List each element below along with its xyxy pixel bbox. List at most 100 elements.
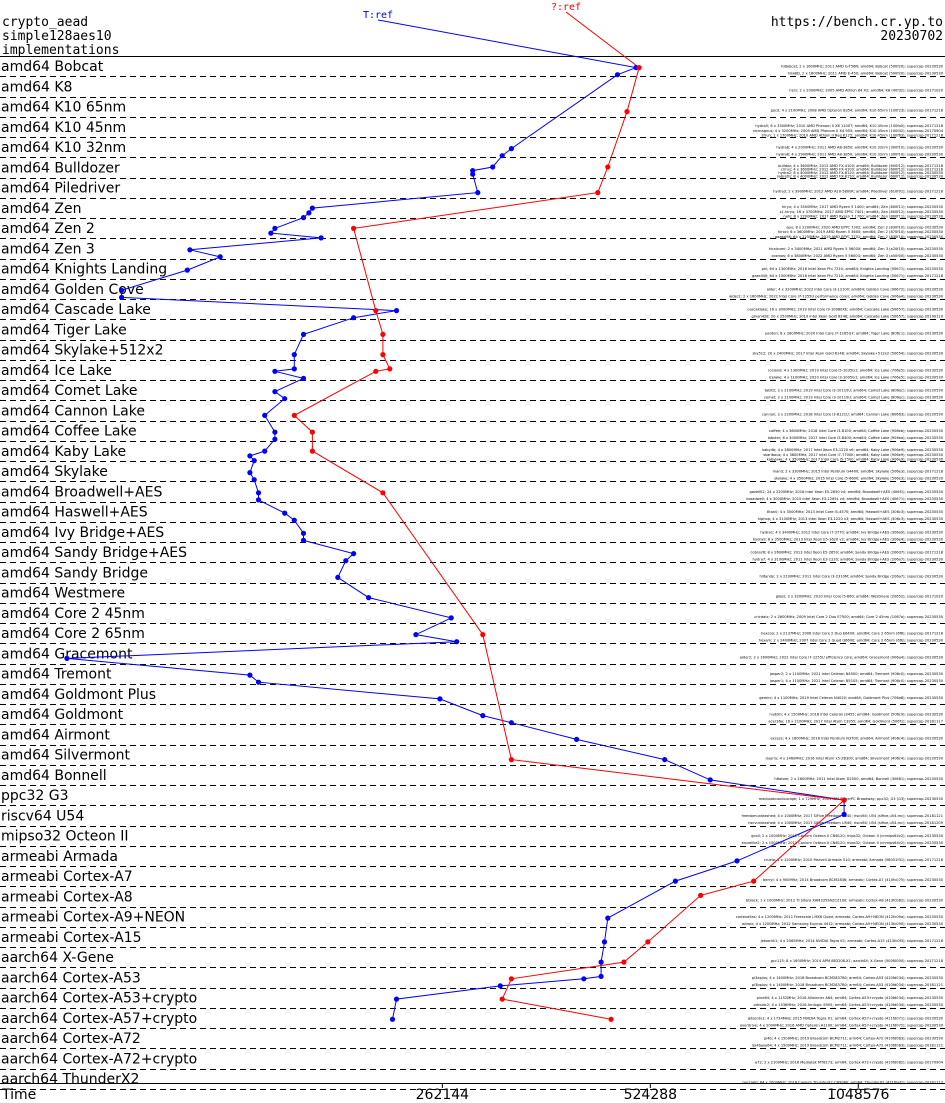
header-line1: crypto_aead — [2, 15, 88, 30]
category-label: mipso32 Octeon II — [1, 829, 129, 845]
data-point — [490, 164, 496, 170]
category-label: amd64 Cannon Lake — [1, 403, 145, 419]
data-point — [751, 878, 757, 884]
data-point — [389, 1016, 396, 1022]
category-label: amd64 Zen 3 — [1, 241, 95, 257]
data-point — [184, 267, 190, 273]
machine-label: rpi4base64; 4 x 1500MHz; 2019 Broadcom B… — [752, 1044, 943, 1048]
data-point — [291, 412, 297, 418]
data-point — [262, 412, 268, 418]
machine-label: cortexa9as; 4 x 1200MHz; 2011 Freescale … — [736, 915, 944, 919]
data-point — [268, 230, 274, 236]
machine-label: duorry; 4 x 1460MHz; 2016 Intel Atom x5-… — [765, 757, 943, 761]
category-label: amd64 Airmont — [1, 727, 110, 743]
machine-label: hiraizumi; 2 x 3400MHz; 2021 AMD Ryzen 5… — [769, 247, 944, 251]
data-point — [343, 558, 349, 564]
machine-label: h6atom; 2 x 1600MHz; 2011 Intel Atom D25… — [774, 777, 943, 781]
category-label: amd64 Core 2 45nm — [1, 606, 145, 622]
data-point — [119, 287, 125, 293]
data-point — [300, 375, 307, 381]
data-point — [508, 146, 514, 152]
machine-label: hexcoo; 2 x 2137MHz; 2006 Intel Core 2 D… — [761, 632, 944, 636]
data-point — [393, 308, 400, 314]
data-point — [272, 368, 278, 374]
machine-label: gazeil40; 64 x 1500MHz; 2016 Intel Xeon … — [752, 274, 944, 278]
data-point — [272, 225, 278, 231]
data-point — [64, 655, 70, 662]
machine-label: phi; 64 x 1300MHz; 2016 Intel Xeon Phi 7… — [762, 267, 944, 271]
data-point — [454, 639, 460, 645]
category-label: amd64 Zen — [1, 201, 81, 217]
data-point — [309, 205, 315, 211]
category-label: amd64 Golden Cove — [1, 282, 144, 298]
data-point — [300, 331, 307, 337]
data-point — [366, 595, 372, 601]
machine-label: jasper1; 4 x 1100MHz; 2021 Intel Celeron… — [769, 679, 944, 683]
data-point — [508, 757, 514, 763]
machine-label: hydra2; 8 x 4000MHz; 2012 AMD FX-8120; a… — [778, 171, 943, 175]
data-point — [480, 632, 486, 638]
machine-label: hexam; 2 x 2400MHz; 2007 Intel Core 2 Qu… — [759, 639, 944, 643]
category-label: aarch64 X-Gene — [1, 950, 114, 966]
data-point — [282, 510, 288, 516]
data-point — [508, 720, 514, 726]
data-point — [373, 308, 379, 314]
data-point — [601, 939, 608, 945]
category-label: amd64 K8 — [1, 79, 72, 95]
data-point — [282, 396, 288, 402]
machine-label: pi4b; 4 x 1500MHz; 2019 Broadcom BCM2711… — [764, 1037, 944, 1041]
data-point — [351, 225, 357, 231]
category-label: amd64 Bobcat — [1, 59, 104, 75]
category-label: armeabi Cortex-A9+NEON — [1, 910, 185, 926]
data-point — [380, 352, 386, 358]
data-point — [309, 448, 315, 454]
category-label: amd64 Bulldozer — [1, 160, 120, 176]
data-point — [707, 777, 713, 783]
header-url: https://bench.cr.yp.to — [771, 15, 943, 30]
machine-label: coffee; 4 x 3600MHz; 2018 Intel Core i3-… — [769, 429, 944, 433]
category-label: aarch64 Cortex-A53 — [1, 970, 141, 986]
machine-label: cruelo; 1 x 1200MHz; 2010 Marvell Armada… — [764, 858, 944, 862]
category-label: armeabi Cortex-A8 — [1, 889, 133, 905]
machine-label: tabit2; 2 x 2100MHz; 2019 Intel Core i3-… — [765, 389, 944, 393]
data-point — [255, 679, 262, 685]
series-label-t-ref: T:ref — [363, 10, 393, 21]
machine-label: bblack; 1 x 1000MHz; 2012 TI Sitara XAM3… — [746, 898, 944, 902]
category-label: ppc32 G3 — [1, 788, 69, 804]
machine-label: hydra3; 2 x 3900MHz; 2012 AMD A10-5800K;… — [773, 190, 943, 194]
data-point — [598, 973, 604, 980]
category-label: armeabi Armada — [1, 849, 118, 865]
machine-label: gloos; 2 x 3200MHz; 2010 Intel Core i5-6… — [776, 595, 944, 599]
data-point — [380, 490, 386, 496]
category-label: amd64 Tiger Lake — [1, 322, 127, 338]
machine-label: macbookcooliourage; 1 x 729MHz; 2003 IBM… — [759, 797, 944, 801]
data-point — [291, 352, 297, 358]
data-point — [508, 976, 514, 982]
category-label: amd64 K10 32nm — [1, 140, 126, 156]
x-tick-label: 524288 — [624, 1087, 677, 1103]
data-point — [841, 811, 847, 818]
machine-label: riscvunleashed; 4 x 1000MHz; 2017 SiFive… — [748, 821, 944, 825]
data-point — [499, 996, 505, 1002]
category-label: riscv64 U54 — [1, 808, 84, 824]
machine-label: gocd; 4 x 2100MHz; 2008 AMD Opteron 8354… — [771, 109, 944, 113]
category-label: amd64 Comet Lake — [1, 383, 138, 399]
data-point — [306, 210, 312, 216]
category-label: aarch64 Cortex-A72+crypto — [1, 1051, 197, 1067]
data-point — [300, 530, 307, 536]
data-point — [621, 959, 627, 965]
machine-label: apu; 8 x 2200MHz; 2020 AMD EPYC 7302; am… — [786, 225, 943, 229]
machine-label: cricdaix; 2 x 2600MHz; 2009 Intel Core 2… — [754, 615, 943, 619]
machine-label: kabylake; 4 x 3500MHz; 2017 Intel Core i… — [767, 458, 944, 462]
machine-label: jetsontk1; 4 x 2065MHz; 2014 NVIDIA Tegr… — [760, 939, 944, 943]
machine-label: alder2; 2 x 1600MHz; 2022 Intel Core i7-… — [729, 294, 944, 298]
header-line2: simple128aes10 — [2, 29, 112, 44]
machine-label: broadwell; 4 x 3000MHz; 2015 Intel Xeon … — [746, 497, 943, 501]
data-point — [387, 366, 393, 372]
data-point — [291, 366, 297, 372]
machine-label: skylake; 4 x 3500MHz; 2015 Intel Core i5… — [774, 477, 944, 481]
category-label: amd64 Broadwell+AES — [1, 484, 162, 500]
data-point — [595, 190, 601, 196]
machine-label: gcc115; 8 x 1600MHz; 2014 APM 883208-X1;… — [771, 959, 944, 963]
